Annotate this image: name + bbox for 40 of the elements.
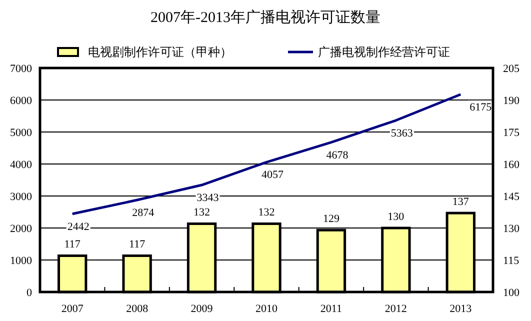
data-label: 132 [194,206,210,219]
data-label: 132 [258,206,275,219]
x-tick-label: 2011 [320,303,342,315]
y2-tick-label: 205 [503,63,520,75]
data-label: 6175 [470,101,492,114]
data-label: 2874 [132,207,155,220]
y2-tick-label: 115 [503,255,520,267]
y2-tick-label: 190 [503,95,520,107]
data-label: 2442 [67,220,90,233]
x-tick-label: 2007 [61,303,84,315]
x-tick-label: 2009 [190,303,214,315]
x-tick-label: 2012 [384,303,407,315]
y2-tick-label: 145 [503,191,520,203]
x-tick-label: 2010 [256,303,278,315]
data-label: 129 [322,213,340,226]
y-tick-label: 1000 [10,255,32,267]
data-label: 130 [388,211,405,223]
x-tick-label: 2008 [126,303,149,315]
y-tick-label: 6000 [10,95,32,107]
legend-label: 广播电视制作经营许可证 [318,45,450,59]
y2-tick-label: 160 [503,159,520,171]
y-tick-label: 0 [26,287,32,299]
data-label: 4678 [326,149,349,162]
data-label: 5363 [390,127,414,140]
data-label: 117 [129,238,146,251]
y-tick-label: 7000 [10,63,32,75]
y2-tick-label: 175 [503,127,520,139]
y-tick-label: 2000 [10,223,32,235]
x-tick-label: 2013 [450,303,472,315]
data-label: 137 [452,196,470,208]
y-tick-label: 4000 [10,159,32,171]
data-label: 3343 [196,192,220,204]
y-tick-label: 3000 [10,191,32,203]
data-label: 117 [64,238,81,251]
y2-tick-label: 100 [503,287,520,299]
data-label: 4057 [262,169,284,182]
y2-tick-label: 130 [503,223,520,235]
y-tick-label: 5000 [10,127,32,139]
chart-title: 2007年-2013年广播电视许可证数量 [150,9,380,26]
legend-label: 电视剧制作许可证（甲种） [88,45,232,59]
